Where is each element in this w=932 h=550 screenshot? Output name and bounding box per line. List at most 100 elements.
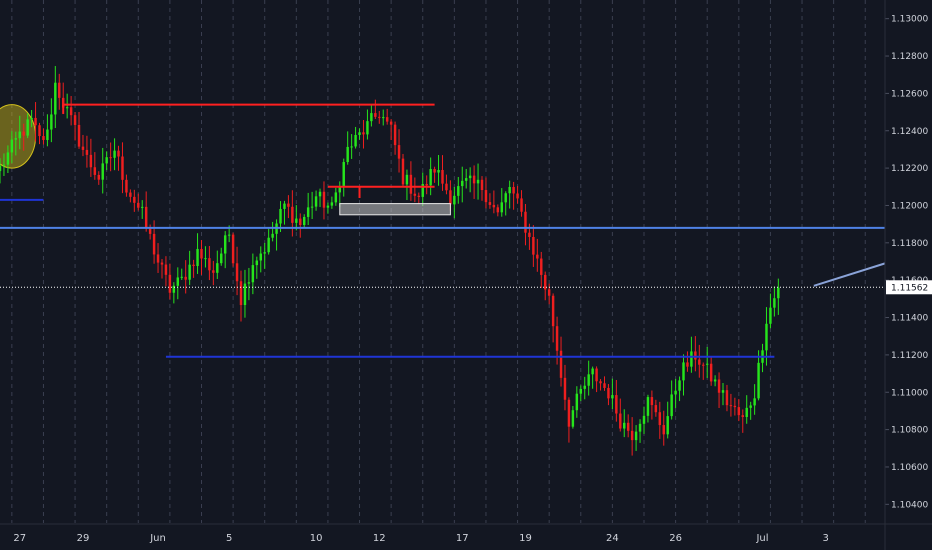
candle-body	[318, 191, 322, 197]
candle-body	[26, 119, 29, 136]
y-tick-label: 1.11200	[891, 351, 928, 361]
candle-body	[682, 362, 685, 381]
candle-body	[690, 351, 693, 367]
x-tick-label: 24	[606, 533, 619, 544]
candle-body	[587, 374, 590, 386]
candle-body	[524, 211, 527, 233]
candle-body	[441, 169, 444, 184]
candle-body	[615, 395, 618, 414]
candle-body	[239, 281, 243, 306]
y-tick-label: 1.11000	[891, 388, 928, 398]
candle-body	[0, 165, 2, 172]
candle-body	[129, 192, 132, 197]
y-tick-label: 1.10800	[891, 426, 928, 436]
x-tick-label: 19	[519, 533, 532, 544]
candle-body	[508, 186, 511, 194]
candle-body	[765, 323, 768, 351]
candle-body	[101, 163, 104, 180]
x-tick-label: 26	[669, 533, 682, 544]
candle-body	[654, 405, 658, 413]
candle-body	[449, 190, 452, 205]
candle-body	[674, 390, 677, 395]
candle-body	[528, 232, 531, 237]
candle-body	[709, 363, 713, 382]
candle-body	[433, 169, 436, 173]
candle-body	[421, 184, 424, 197]
x-tick-label: 27	[13, 533, 26, 544]
candle-body	[686, 362, 689, 367]
candle-body	[204, 258, 207, 260]
candle-body	[168, 274, 172, 293]
candle-body	[547, 289, 551, 296]
candle-body	[417, 195, 421, 197]
candle-body	[741, 415, 744, 417]
candle-body	[583, 385, 586, 389]
candle-body	[484, 190, 488, 203]
candle-body	[141, 206, 144, 208]
candle-body	[2, 164, 6, 166]
candle-body	[725, 390, 729, 406]
candle-body	[385, 117, 389, 122]
candle-body	[532, 236, 535, 255]
candle-body	[346, 146, 349, 163]
candles	[0, 66, 780, 456]
candle-body	[117, 150, 120, 157]
time-axis[interactable]: 27 29 Jun 5 10 12 17 19 24 26 Jul 3	[0, 523, 932, 544]
y-tick-label: 1.11400	[891, 314, 928, 324]
candle-body	[259, 253, 262, 261]
candle-body	[555, 326, 559, 351]
candle-body	[38, 125, 41, 137]
candle-body	[642, 415, 646, 424]
candle-body	[279, 208, 282, 224]
candle-body	[437, 169, 440, 173]
candle-body	[247, 282, 251, 284]
candle-body	[302, 216, 306, 226]
candle-body	[77, 124, 81, 147]
candle-body	[619, 413, 622, 429]
candle-body	[662, 425, 665, 435]
candle-body	[188, 264, 191, 280]
trendline-light-line[interactable]	[813, 262, 886, 287]
candle-body	[105, 157, 108, 164]
candle-body	[488, 202, 492, 205]
candle-body	[461, 180, 464, 187]
candle-body	[777, 287, 780, 299]
candle-body	[670, 394, 673, 417]
candle-body	[500, 202, 503, 213]
candle-body	[93, 167, 97, 175]
candle-body	[425, 184, 428, 186]
candle-body	[504, 193, 507, 203]
candle-body	[212, 270, 215, 273]
candle-body	[389, 121, 393, 125]
candle-body	[235, 263, 239, 282]
candle-body	[536, 254, 539, 259]
candle-body	[14, 138, 18, 140]
candle-body	[773, 298, 776, 308]
x-tick-label: 5	[226, 533, 232, 544]
candle-body	[156, 254, 160, 263]
candle-body	[429, 169, 432, 186]
candle-body	[144, 206, 148, 228]
candle-body	[579, 388, 583, 394]
candle-body	[30, 117, 33, 120]
price-axis[interactable]: 1.13000 1.12800 1.12600 1.12400 1.12200 1.120…	[884, 0, 932, 550]
candle-body	[445, 183, 448, 191]
candle-body	[717, 379, 721, 393]
candle-body	[330, 202, 334, 206]
candle-body	[113, 150, 116, 158]
candle-body	[200, 248, 203, 259]
zone-box[interactable]	[339, 203, 451, 216]
candle-body	[650, 397, 654, 406]
candle-body	[705, 363, 709, 365]
candle-body	[559, 350, 563, 378]
candle-body	[543, 274, 547, 290]
candle-body	[729, 405, 733, 407]
candle-body	[413, 193, 417, 196]
candle-body	[34, 117, 37, 126]
candle-body	[314, 196, 318, 207]
candle-body	[326, 205, 330, 208]
candle-body	[283, 203, 286, 209]
candle-body	[220, 253, 223, 264]
